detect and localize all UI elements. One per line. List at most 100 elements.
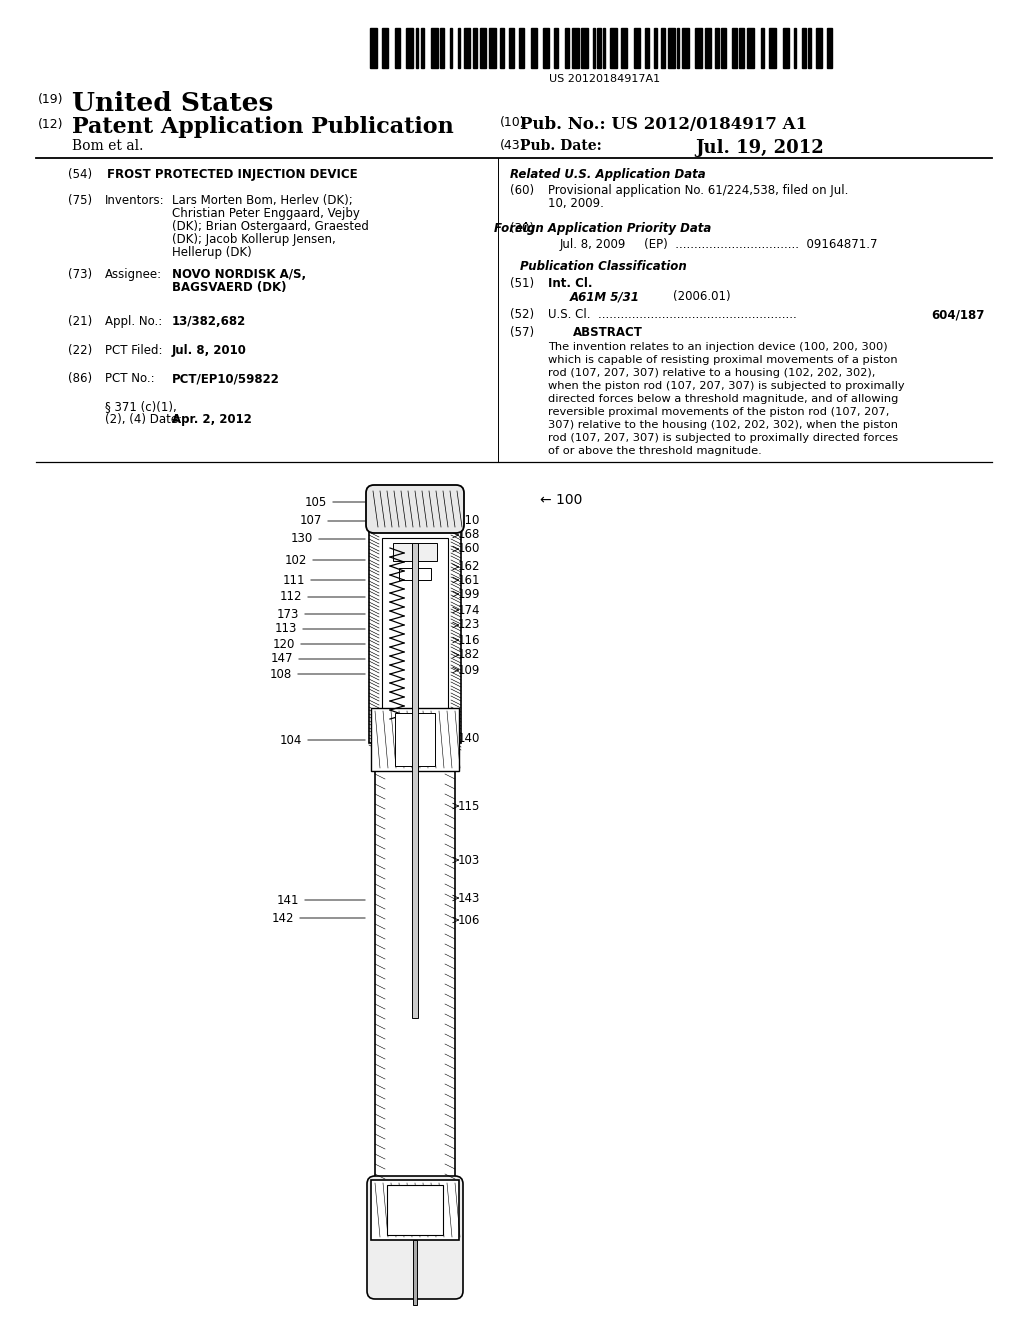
Bar — [370, 28, 377, 69]
Bar — [393, 543, 437, 561]
Bar — [682, 28, 689, 69]
Text: 108: 108 — [269, 668, 292, 681]
Text: Pub. Date:: Pub. Date: — [520, 139, 602, 153]
Bar — [543, 28, 549, 69]
Text: (DK); Jacob Kollerup Jensen,: (DK); Jacob Kollerup Jensen, — [172, 234, 336, 246]
Text: of or above the threshold magnitude.: of or above the threshold magnitude. — [548, 446, 762, 455]
Bar — [371, 1180, 459, 1239]
Text: Hellerup (DK): Hellerup (DK) — [172, 246, 252, 259]
Bar — [519, 28, 524, 69]
Text: Provisional application No. 61/224,538, filed on Jul.: Provisional application No. 61/224,538, … — [548, 183, 848, 197]
Text: The invention relates to an injection device (100, 200, 300): The invention relates to an injection de… — [548, 342, 888, 352]
Text: 307) relative to the housing (102, 202, 302), when the piston: 307) relative to the housing (102, 202, … — [548, 420, 898, 430]
Text: ABSTRACT: ABSTRACT — [573, 326, 643, 339]
Bar — [464, 28, 470, 69]
Text: 111: 111 — [283, 573, 305, 586]
Text: 182: 182 — [458, 648, 480, 661]
Bar — [721, 28, 726, 69]
Bar — [382, 539, 449, 735]
Text: (21): (21) — [68, 315, 92, 327]
Text: Lars Morten Bom, Herlev (DK);: Lars Morten Bom, Herlev (DK); — [172, 194, 352, 207]
Text: ← 100: ← 100 — [540, 492, 583, 507]
Text: 147: 147 — [270, 652, 293, 665]
Text: 130: 130 — [291, 532, 313, 545]
Text: (60): (60) — [510, 183, 535, 197]
Text: (22): (22) — [68, 345, 92, 356]
Text: 102: 102 — [285, 553, 307, 566]
Bar — [500, 28, 504, 69]
Text: 143: 143 — [458, 891, 480, 904]
Text: rod (107, 207, 307) is subjected to proximally directed forces: rod (107, 207, 307) is subjected to prox… — [548, 433, 898, 444]
Bar — [668, 28, 675, 69]
Bar — [816, 28, 822, 69]
Bar — [739, 28, 744, 69]
Bar — [654, 28, 657, 69]
Bar — [509, 28, 514, 69]
Text: FROST PROTECTED INJECTION DEVICE: FROST PROTECTED INJECTION DEVICE — [106, 168, 357, 181]
Bar — [621, 28, 627, 69]
Bar — [677, 28, 679, 69]
Bar — [406, 28, 413, 69]
Text: PCT/EP10/59822: PCT/EP10/59822 — [172, 372, 280, 385]
Bar — [369, 531, 461, 743]
Bar — [554, 28, 558, 69]
Bar — [480, 28, 486, 69]
Bar — [412, 543, 418, 1018]
Bar — [715, 28, 719, 69]
Text: 120: 120 — [272, 638, 295, 651]
Text: 110: 110 — [458, 515, 480, 528]
Text: Pub. No.: US 2012/0184917 A1: Pub. No.: US 2012/0184917 A1 — [520, 116, 807, 133]
Text: (86): (86) — [68, 372, 92, 385]
Text: (43): (43) — [500, 139, 525, 152]
FancyBboxPatch shape — [366, 484, 464, 533]
Text: 141: 141 — [276, 894, 299, 907]
Text: US 20120184917A1: US 20120184917A1 — [550, 74, 660, 84]
Text: A61M 5/31: A61M 5/31 — [570, 290, 640, 304]
Bar — [531, 28, 537, 69]
Text: PCT Filed:: PCT Filed: — [105, 345, 163, 356]
Text: Christian Peter Enggaard, Vejby: Christian Peter Enggaard, Vejby — [172, 207, 359, 220]
Text: 13/382,682: 13/382,682 — [172, 315, 246, 327]
Bar — [695, 28, 702, 69]
Bar — [395, 28, 400, 69]
Text: Patent Application Publication: Patent Application Publication — [72, 116, 454, 139]
Text: Bom et al.: Bom et al. — [72, 139, 143, 153]
Text: Foreign Application Priority Data: Foreign Application Priority Data — [495, 222, 712, 235]
Text: 160: 160 — [458, 543, 480, 556]
Bar — [662, 28, 665, 69]
Text: (57): (57) — [510, 326, 535, 339]
Bar — [827, 28, 831, 69]
Bar — [413, 1239, 417, 1305]
Bar — [473, 28, 477, 69]
Text: Apr. 2, 2012: Apr. 2, 2012 — [172, 413, 252, 426]
Text: Int. Cl.: Int. Cl. — [548, 277, 593, 290]
Bar — [732, 28, 737, 69]
Bar — [458, 28, 460, 69]
Text: 106: 106 — [458, 913, 480, 927]
Bar — [572, 28, 579, 69]
Bar — [375, 771, 455, 1180]
Bar — [603, 28, 605, 69]
Bar — [761, 28, 764, 69]
Bar — [399, 568, 431, 579]
Text: 161: 161 — [458, 573, 480, 586]
Text: 173: 173 — [276, 607, 299, 620]
Text: 116: 116 — [458, 634, 480, 647]
Bar — [489, 28, 496, 69]
Text: Assignee:: Assignee: — [105, 268, 162, 281]
Bar — [565, 28, 569, 69]
Bar — [597, 28, 601, 69]
Bar — [705, 28, 711, 69]
Text: United States: United States — [72, 91, 273, 116]
Text: (30): (30) — [510, 222, 534, 235]
Text: reversible proximal movements of the piston rod (107, 207,: reversible proximal movements of the pis… — [548, 407, 890, 417]
Text: PCT No.:: PCT No.: — [105, 372, 155, 385]
Text: BAGSVAERD (DK): BAGSVAERD (DK) — [172, 281, 287, 294]
Text: (19): (19) — [38, 92, 63, 106]
Bar — [794, 28, 796, 69]
Text: 113: 113 — [274, 623, 297, 635]
Bar — [769, 28, 776, 69]
Bar — [371, 708, 459, 771]
Text: 10, 2009.: 10, 2009. — [548, 197, 604, 210]
Bar — [593, 28, 595, 69]
